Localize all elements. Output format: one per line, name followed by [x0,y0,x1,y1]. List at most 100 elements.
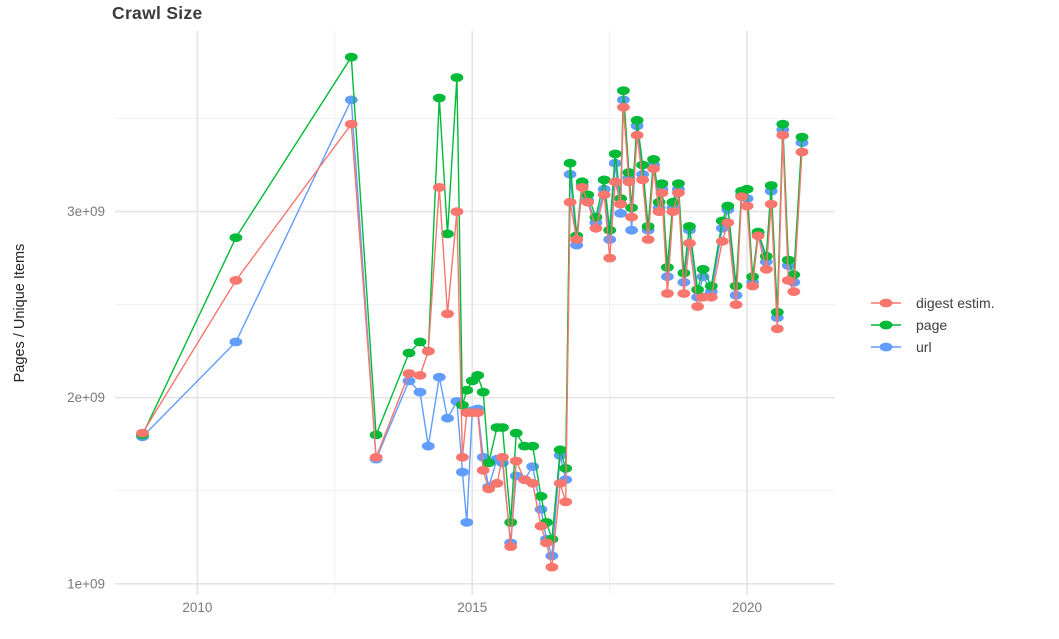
data-point-digest-estim- [683,238,696,248]
data-point-page [781,255,795,265]
legend-label-page: page [916,317,948,333]
data-point-digest-estim- [721,218,735,228]
data-point-url [625,225,638,235]
data-point-digest-estim- [589,223,603,233]
data-point-page [795,132,809,142]
data-point-digest-estim- [636,175,649,185]
data-point-digest-estim- [402,369,416,378]
legend: digest estim. page url [870,292,995,358]
data-point-digest-estim- [456,452,469,462]
data-point-url [614,209,627,218]
data-point-digest-estim- [672,188,685,198]
data-point-page [636,160,649,170]
data-point-digest-estim- [421,346,435,356]
data-point-url [603,235,617,244]
data-point-page [456,400,469,410]
data-point-page [471,371,485,380]
data-point-digest-estim- [776,130,790,140]
data-point-page [460,385,474,395]
data-point-page [641,222,655,231]
data-point-url [460,518,474,527]
data-point-url [661,272,674,282]
data-point-page [441,229,454,239]
legend-item-page: page [870,314,995,336]
data-point-digest-estim- [603,253,617,263]
legend-key-dot [879,298,893,308]
legend-item-url: url [870,336,995,358]
data-point-digest-estim- [652,207,666,217]
legend-key-url-icon [871,342,901,352]
data-point-digest-estim- [617,102,630,112]
data-point-digest-estim- [666,207,680,217]
data-point-digest-estim- [740,201,754,211]
x-tick-label: 2010 [182,600,212,615]
legend-label-url: url [916,339,932,355]
legend-key-dot [879,320,893,330]
data-point-digest-estim- [764,199,778,209]
data-point-page [764,181,778,190]
data-point-digest-estim- [369,452,383,462]
data-point-digest-estim- [563,197,577,207]
data-point-page [630,115,644,125]
data-point-digest-estim- [677,289,691,298]
data-point-digest-estim- [413,371,427,380]
legend-key-dot [879,342,893,352]
data-point-digest-estim- [509,456,523,466]
data-point-page [496,423,509,432]
data-point-digest-estim- [553,478,567,488]
data-point-digest-estim- [575,183,589,192]
data-point-page [553,445,567,455]
data-point-digest-estim- [229,276,243,285]
data-point-page [666,197,680,207]
data-point-page [617,86,630,95]
legend-key-digest-icon [871,298,901,308]
data-point-digest-estim- [136,428,149,438]
chart-title: Crawl Size [112,3,203,23]
data-point-digest-estim- [729,300,743,309]
data-point-page [729,281,743,291]
data-point-page [655,179,669,189]
data-point-digest-estim- [482,484,496,494]
data-point-page [504,518,518,527]
data-point-page [476,387,490,397]
x-tick-label: 2015 [457,600,487,615]
legend-item-digest: digest estim. [870,292,995,314]
data-point-url [545,551,559,561]
data-point-page [369,430,383,440]
data-point-digest-estim- [625,212,638,222]
data-point-page [563,158,577,168]
data-point-digest-estim- [476,465,490,475]
data-point-digest-estim- [759,264,773,274]
data-point-digest-estim- [450,207,464,217]
data-point-digest-estim- [570,235,584,244]
data-point-page [432,93,446,103]
data-point-digest-estim- [630,130,644,140]
data-point-digest-estim- [581,197,595,207]
legend-key-page-icon [871,320,901,330]
data-point-url [456,467,469,477]
data-point-digest-estim- [787,287,801,296]
y-tick-label: 3e+09 [67,204,105,219]
data-point-page [229,233,243,243]
data-point-page [526,441,540,451]
data-point-digest-estim- [795,147,809,157]
data-point-digest-estim- [344,119,358,129]
data-point-digest-estim- [622,177,636,187]
data-point-digest-estim- [614,199,627,209]
data-point-digest-estim- [647,164,660,174]
y-tick-label: 2e+09 [67,390,105,405]
data-point-page [413,337,427,347]
data-point-digest-estim- [715,236,729,246]
data-point-digest-estim- [432,183,446,192]
data-point-page [603,225,617,235]
data-point-digest-estim- [540,538,553,548]
data-point-page [696,264,710,274]
data-point-digest-estim- [704,292,718,302]
data-point-digest-estim- [441,309,454,319]
data-point-digest-estim- [691,302,704,311]
data-point-url [344,95,358,105]
data-point-url [432,372,446,382]
data-point-page [691,285,704,295]
data-point-digest-estim- [655,188,669,198]
